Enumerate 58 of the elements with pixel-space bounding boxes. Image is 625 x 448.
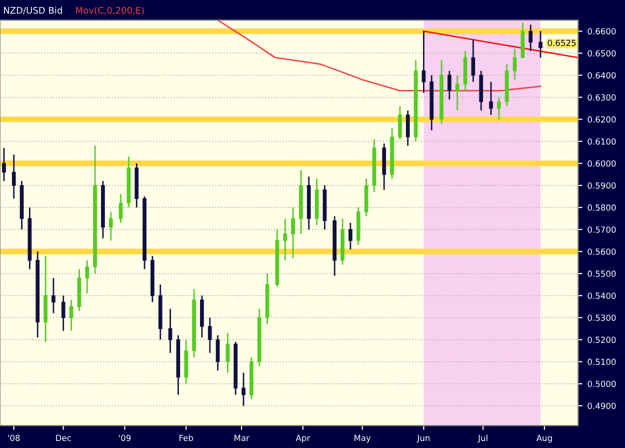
- y-tick-label: 0.6200: [588, 116, 616, 123]
- x-tick-label: Feb: [180, 434, 194, 442]
- chart-title: NZD/USD Bid: [4, 6, 62, 14]
- candlestick: [208, 316, 212, 354]
- candlestick: [489, 81, 493, 116]
- y-tick-label: 0.5100: [588, 358, 616, 365]
- y-tick-label: 0.5000: [588, 380, 616, 388]
- y-tick-label: 0.5200: [588, 336, 616, 343]
- y-tick-label: 0.5600: [588, 248, 616, 255]
- text: Mov(C,0,200,E): [76, 6, 144, 15]
- y-tick-label: 0.5900: [588, 182, 616, 189]
- x-tick-label: Apr: [296, 434, 310, 443]
- candlestick: [216, 334, 220, 372]
- candlestick: [226, 332, 230, 374]
- y-tick-label: 0.5800: [588, 204, 616, 211]
- candlestick: [108, 211, 113, 242]
- y-tick-label: 0.6500: [588, 50, 616, 56]
- x-tick-label: '08: [8, 434, 20, 442]
- y-tick-label: 0.6000: [588, 160, 616, 167]
- candlestick: [406, 110, 410, 146]
- y-tick-label: 0.6100: [588, 138, 616, 145]
- line-series: [217, 20, 542, 92]
- candlestick: [291, 206, 295, 259]
- candlestick: [118, 194, 123, 224]
- y-tick-label: 0.5700: [588, 226, 616, 233]
- candlestick: [538, 30, 542, 58]
- candlestick: [12, 154, 16, 200]
- x-tick-label: Aug: [536, 434, 552, 443]
- candlestick: [69, 299, 74, 332]
- candlestick: [85, 260, 90, 294]
- x-tick-label: Jul: [478, 434, 488, 443]
- x-tick-label: Jun: [416, 434, 430, 443]
- candlestick: [448, 70, 452, 100]
- x-tick-label: '09: [119, 434, 131, 442]
- y-tick-label: 0.5300: [588, 314, 616, 321]
- y-tick-label: 0.4900: [588, 402, 616, 410]
- candlestick: [471, 39, 476, 83]
- y-tick-label: 0.6300: [588, 94, 616, 101]
- x-tick-label: Dec: [56, 434, 71, 442]
- candlestick: [422, 30, 426, 94]
- annotation: 0.6525: [548, 40, 576, 46]
- candlestick: [61, 294, 66, 332]
- y-tick-label: 0.5500: [588, 270, 616, 277]
- candlestick: [2, 147, 6, 182]
- candlestick: [242, 372, 246, 406]
- y-tick-label: 0.5400: [588, 292, 616, 299]
- candlestick: [52, 277, 56, 314]
- candlestick: [455, 74, 460, 112]
- x-tick-label: May: [354, 434, 371, 443]
- candlestick: [528, 24, 533, 52]
- y-tick-label: 0.6400: [588, 72, 616, 79]
- x-tick-label: Mar: [234, 434, 250, 442]
- candlestick: [398, 105, 402, 140]
- candlestick: [168, 308, 172, 354]
- candlestick: [283, 218, 288, 262]
- candlestick: [496, 96, 501, 120]
- y-tick-label: 0.6600: [588, 28, 616, 34]
- candlestick: [348, 222, 352, 250]
